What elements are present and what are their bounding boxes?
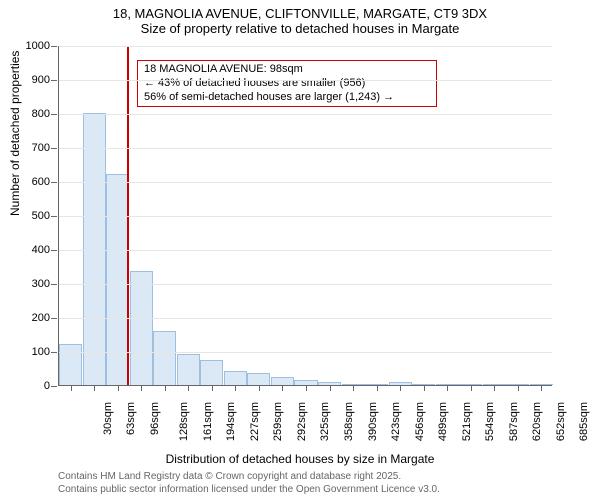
x-tick-label: 521sqm (461, 402, 473, 441)
x-tick-label: 390sqm (367, 402, 379, 441)
histogram-bar (83, 113, 106, 385)
y-tick-label: 600 (10, 176, 50, 188)
y-tick-label: 0 (10, 380, 50, 392)
x-tick (118, 385, 119, 391)
x-tick-label: 456sqm (414, 402, 426, 441)
y-tick-label: 500 (10, 210, 50, 222)
x-tick (141, 385, 142, 391)
x-tick-label: 620sqm (531, 402, 543, 441)
x-tick-label: 63sqm (125, 402, 137, 435)
x-tick-label: 358sqm (343, 402, 355, 441)
source-caption: Contains HM Land Registry data © Crown c… (58, 470, 440, 496)
y-tick (51, 114, 57, 115)
y-tick-label: 200 (10, 312, 50, 324)
annotation-line-1: 18 MAGNOLIA AVENUE: 98sqm (144, 63, 430, 77)
x-tick-label: 227sqm (249, 402, 261, 441)
caption-line-1: Contains HM Land Registry data © Crown c… (58, 470, 440, 483)
x-tick-label: 587sqm (508, 402, 520, 441)
plot-box: 18 MAGNOLIA AVENUE: 98sqm ← 43% of detac… (58, 46, 552, 386)
histogram-bar (177, 354, 200, 385)
x-tick (235, 385, 236, 391)
gridline (59, 216, 552, 217)
x-tick-label: 292sqm (296, 402, 308, 441)
x-tick-label: 423sqm (390, 402, 402, 441)
x-tick (306, 385, 307, 391)
histogram-bar (200, 360, 223, 386)
x-tick (259, 385, 260, 391)
x-tick (377, 385, 378, 391)
gridline (59, 80, 552, 81)
histogram-bar (130, 271, 153, 385)
x-tick (188, 385, 189, 391)
x-tick (494, 385, 495, 391)
gridline (59, 284, 552, 285)
title-line-1: 18, MAGNOLIA AVENUE, CLIFTONVILLE, MARGA… (0, 6, 600, 21)
x-tick (71, 385, 72, 391)
x-tick (471, 385, 472, 391)
annotation-line-2: ← 43% of detached houses are smaller (95… (144, 77, 430, 91)
y-tick (51, 216, 57, 217)
histogram-bar (153, 331, 176, 385)
gridline (59, 46, 552, 47)
x-tick-label: 325sqm (320, 402, 332, 441)
gridline (59, 148, 552, 149)
y-tick (51, 148, 57, 149)
annotation-box: 18 MAGNOLIA AVENUE: 98sqm ← 43% of detac… (137, 60, 437, 107)
y-tick (51, 182, 57, 183)
y-tick (51, 318, 57, 319)
y-tick (51, 46, 57, 47)
x-tick (541, 385, 542, 391)
gridline (59, 114, 552, 115)
x-tick-label: 30sqm (102, 402, 114, 435)
x-tick-label: 96sqm (149, 402, 161, 435)
x-tick (353, 385, 354, 391)
y-tick-label: 700 (10, 142, 50, 154)
x-tick-label: 489sqm (437, 402, 449, 441)
y-tick-label: 800 (10, 108, 50, 120)
x-tick-label: 128sqm (178, 402, 190, 441)
histogram-figure: 18, MAGNOLIA AVENUE, CLIFTONVILLE, MARGA… (0, 0, 600, 500)
gridline (59, 182, 552, 183)
x-tick-label: 554sqm (484, 402, 496, 441)
x-tick (212, 385, 213, 391)
chart-titles: 18, MAGNOLIA AVENUE, CLIFTONVILLE, MARGA… (0, 0, 600, 36)
y-tick-label: 1000 (10, 40, 50, 52)
x-tick (94, 385, 95, 391)
x-tick (400, 385, 401, 391)
x-tick-label: 259sqm (273, 402, 285, 441)
title-line-2: Size of property relative to detached ho… (0, 21, 600, 36)
histogram-bar (271, 377, 294, 386)
gridline (59, 250, 552, 251)
x-tick (330, 385, 331, 391)
y-tick-label: 900 (10, 74, 50, 86)
y-tick-label: 400 (10, 244, 50, 256)
y-tick (51, 80, 57, 81)
x-tick (518, 385, 519, 391)
x-tick-label: 194sqm (226, 402, 238, 441)
x-tick (282, 385, 283, 391)
gridline (59, 318, 552, 319)
x-tick (447, 385, 448, 391)
x-axis-title: Distribution of detached houses by size … (0, 452, 600, 466)
y-tick-label: 300 (10, 278, 50, 290)
caption-line-2: Contains public sector information licen… (58, 483, 440, 496)
x-tick (424, 385, 425, 391)
y-tick (51, 250, 57, 251)
histogram-bar (59, 344, 82, 385)
y-tick-label: 100 (10, 346, 50, 358)
y-tick (51, 352, 57, 353)
y-tick (51, 386, 57, 387)
plot-area: 18 MAGNOLIA AVENUE: 98sqm ← 43% of detac… (58, 46, 552, 386)
histogram-bar (106, 174, 129, 385)
histogram-bar (224, 371, 247, 385)
x-tick-label: 685sqm (578, 402, 590, 441)
histogram-bar (247, 373, 270, 385)
gridline (59, 352, 552, 353)
annotation-line-3: 56% of semi-detached houses are larger (… (144, 91, 430, 105)
y-tick (51, 284, 57, 285)
x-tick (165, 385, 166, 391)
x-tick-label: 652sqm (555, 402, 567, 441)
x-tick-label: 161sqm (202, 402, 214, 441)
